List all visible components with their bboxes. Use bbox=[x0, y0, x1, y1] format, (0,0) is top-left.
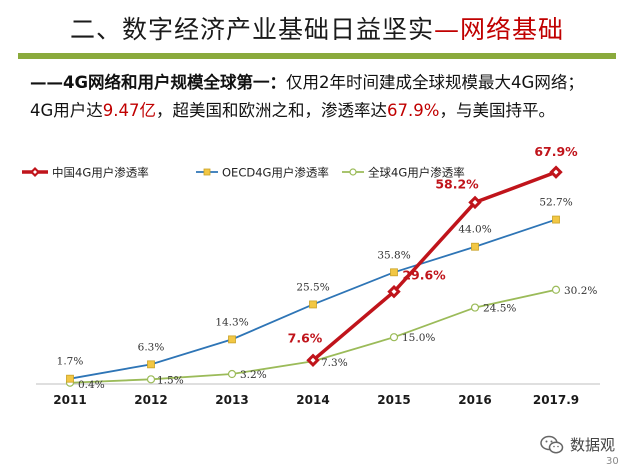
data-point-global bbox=[470, 303, 480, 312]
lead-rest: 仅用2年时间建成全球规模最大4G网络； bbox=[286, 73, 584, 92]
data-point-global bbox=[146, 375, 156, 384]
data-point-china-inner bbox=[472, 199, 478, 205]
data-point-oecd bbox=[309, 300, 317, 309]
x-tick-label: 2016 bbox=[458, 393, 491, 407]
data-point-oecd bbox=[552, 215, 560, 224]
data-label-global: 3.2% bbox=[240, 369, 267, 381]
data-point-china-inner bbox=[553, 169, 559, 175]
data-label-global: 0.4% bbox=[78, 379, 105, 391]
series-oecd: 1.7% 6.3% 14.3% 25.5% 35.8% 44.0% 52.7% bbox=[57, 197, 573, 383]
legend-label-china: 中国4G用户渗透率 bbox=[52, 166, 149, 180]
data-label-oecd: 14.3% bbox=[215, 316, 248, 328]
footer-brand: 数据观 bbox=[540, 434, 615, 455]
data-point-china-inner bbox=[310, 357, 316, 363]
data-point-global bbox=[227, 369, 237, 379]
footer-brand-text: 数据观 bbox=[570, 436, 616, 454]
x-tick-label: 2017.9 bbox=[533, 393, 579, 407]
series-global: 0.4% 1.5% 3.2% 7.3% 15.0% 24.5% 30.2% bbox=[65, 285, 597, 391]
legend-label-oecd: OECD4G用户渗透率 bbox=[222, 166, 329, 180]
data-label-global: 24.5% bbox=[483, 303, 516, 315]
chart-legend: 中国4G用户渗透率 OECD4G用户渗透率 全球4G用户渗透率 bbox=[22, 166, 465, 180]
data-label-oecd: 52.7% bbox=[539, 197, 572, 209]
data-point-oecd bbox=[228, 335, 236, 344]
data-point-oecd bbox=[66, 374, 74, 383]
title-divider bbox=[18, 53, 616, 59]
legend-marker-global bbox=[349, 168, 357, 176]
data-label-oecd: 35.8% bbox=[377, 249, 410, 261]
data-label-global: 7.3% bbox=[321, 357, 348, 369]
data-label-oecd: 6.3% bbox=[138, 341, 165, 353]
wechat-icon bbox=[540, 435, 564, 455]
legend-label-global: 全球4G用户渗透率 bbox=[368, 166, 465, 180]
legend-marker-china-inner bbox=[33, 170, 37, 174]
lead2-a: 4G用户达 bbox=[30, 101, 103, 120]
lead-line-2: 4G用户达9.47亿，超美国和欧洲之和，渗透率达67.9%，与美国持平。 bbox=[30, 97, 620, 121]
data-label-china: 29.6% bbox=[402, 268, 446, 283]
x-tick-label: 2013 bbox=[215, 393, 248, 407]
page-number: 30 bbox=[606, 456, 619, 467]
x-tick-label: 2015 bbox=[377, 393, 410, 407]
data-label-china: 67.9% bbox=[534, 144, 578, 159]
lead2-b: ，超美国和欧洲之和，渗透率达 bbox=[156, 101, 388, 120]
lead2-penetration: 67.9% bbox=[387, 101, 440, 120]
data-point-china-inner bbox=[391, 289, 397, 295]
data-label-oecd: 25.5% bbox=[296, 281, 329, 293]
data-point-oecd bbox=[147, 360, 155, 369]
data-label-china: 7.6% bbox=[288, 330, 323, 345]
x-tick-label: 2011 bbox=[53, 393, 86, 407]
series-china: 7.6% 29.6% 58.2% 67.9% bbox=[288, 144, 578, 367]
lead2-c: ，与美国持平。 bbox=[439, 101, 555, 120]
data-label-global: 30.2% bbox=[564, 285, 597, 297]
lead-bold: ——4G网络和用户规模全球第一： bbox=[30, 73, 287, 92]
data-label-oecd: 44.0% bbox=[458, 224, 491, 236]
data-point-global bbox=[389, 333, 399, 342]
slide-title-accent: —网络基础 bbox=[434, 15, 565, 44]
data-point-oecd bbox=[471, 242, 479, 251]
legend-marker-oecd bbox=[203, 168, 211, 176]
data-point-global bbox=[551, 285, 561, 294]
x-tick-label: 2012 bbox=[134, 393, 167, 407]
lead-line-1: ——4G网络和用户规模全球第一：仅用2年时间建成全球规模最大4G网络； bbox=[30, 69, 620, 93]
x-tick-label: 2014 bbox=[296, 393, 329, 407]
slide-title-main: 二、数字经济产业基础日益坚实 bbox=[69, 15, 434, 44]
data-label-global: 1.5% bbox=[157, 374, 184, 386]
data-label-oecd: 1.7% bbox=[57, 356, 84, 368]
series-line-china bbox=[311, 170, 557, 362]
data-label-global: 15.0% bbox=[402, 332, 435, 344]
data-point-oecd bbox=[390, 268, 398, 277]
slide-title: 二、数字经济产业基础日益坚实—网络基础 bbox=[0, 10, 634, 46]
data-label-china: 58.2% bbox=[435, 176, 479, 191]
lead2-users: 9.47亿 bbox=[102, 101, 157, 120]
